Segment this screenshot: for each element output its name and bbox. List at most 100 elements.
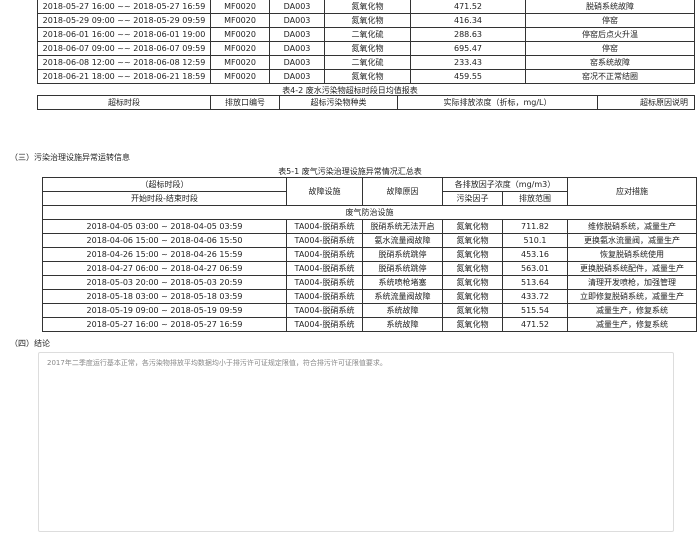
table-row: 2018-05-18 03:00 ~ 2018-05-18 03:59 TA004… [42,289,697,304]
table-cell: 系统流量阀故障 [362,289,443,304]
header-cell: 排放范围 [501,191,569,206]
table-cell: 二氧化硫 [324,27,411,42]
table-cell: 减量生产，修复系统 [567,303,697,318]
table-4-2: 超标时段 排放口编号 超标污染物种类 实际排放浓度（折标，mg/L） 超标原因说… [37,95,695,110]
table-4-1: 2018-05-27 16:00 ~~ 2018-05-27 16:59 MF00… [37,0,695,84]
table-cell: 氮氧化物 [324,41,411,56]
table-cell: 窑况不正常结圈 [525,69,695,84]
table-cell: 2018-04-06 15:00 ~ 2018-04-06 15:50 [42,233,287,248]
header-cell: 各排放因子浓度（mg/m3） [441,177,569,192]
header-cell: 超标原因说明 [597,95,695,110]
table-cell: 脱硝系统故障 [525,0,695,14]
table-cell: 433.72 [501,289,569,304]
table-cell: 416.34 [410,13,526,28]
section-4-heading: （四）结论 [10,339,50,348]
table-row: 2018-06-21 18:00 ~~ 2018-06-21 18:59 MF00… [37,69,695,84]
table-cell: 2018-06-08 12:00 ~~ 2018-06-08 12:59 [37,55,211,70]
table-cell: 2018-05-19 09:00 ~ 2018-05-19 09:59 [42,303,287,318]
table-cell: 695.47 [410,41,526,56]
conclusion-textbox[interactable]: 2017年二季度运行基本正常，各污染物排放平均数据均小于排污许可证规定限值，符合… [38,352,674,532]
table-cell: 515.54 [501,303,569,318]
table-cell: 563.01 [501,261,569,276]
table-cell: 氮氧化物 [324,69,411,84]
table-cell: 维修脱硝系统，减量生产 [567,219,697,234]
header-cell: 开始时段-结束时段 [42,191,287,206]
table-cell: MF0020 [210,0,270,14]
table-cell: 二氧化硫 [324,55,411,70]
table-cell: 脱硝系统无法开启 [362,219,443,234]
table-cell: 2018-04-27 06:00 ~ 2018-04-27 06:59 [42,261,287,276]
table-cell: 2018-06-01 16:00 ~~ 2018-06-01 19:00 [37,27,211,42]
table-cell: TA004-脱硝系统 [286,261,363,276]
table-header-row: （超标时段） 故障设施 故障原因 各排放因子浓度（mg/m3） 应对措施 [42,177,697,206]
table-cell: 453.16 [501,247,569,262]
table-cell: 2018-05-18 03:00 ~ 2018-05-18 03:59 [42,289,287,304]
table-cell: TA004-脱硝系统 [286,219,363,234]
table-cell: 氮氧化物 [442,233,503,248]
header-cell: 排放口编号 [210,95,280,110]
table-cell: 471.52 [410,0,526,14]
table-cell: 窑系统故障 [525,55,695,70]
table-4-2-caption: 表4-2 废水污染物超标时段日均值报表 [282,86,418,95]
table-cell: DA003 [269,13,325,28]
table-cell: DA003 [269,41,325,56]
table-cell: MF0020 [210,27,270,42]
table-row: 2018-05-29 09:00 ~~ 2018-05-29 09:59 MF00… [37,13,695,28]
table-cell: 停窑 [525,41,695,56]
table-cell: 2018-05-03 20:00 ~ 2018-05-03 20:59 [42,275,287,290]
header-cell: 应对措施 [567,177,697,206]
table-cell: 2018-04-05 03:00 ~ 2018-04-05 03:59 [42,219,287,234]
table-cell: 2018-05-27 16:00 ~~ 2018-05-27 16:59 [37,0,211,14]
table-row: 2018-06-08 12:00 ~~ 2018-06-08 12:59 MF00… [37,55,695,70]
table-cell: 减量生产，修复系统 [567,317,697,332]
table-cell: 氮氧化物 [442,289,503,304]
table-cell: 氮氧化物 [442,219,503,234]
table-cell: 脱硝系统跳停 [362,261,443,276]
table-cell: DA003 [269,69,325,84]
table-cell: 清理开发喷枪，加强管理 [567,275,697,290]
table-cell: 恢复脱硝系统使用 [567,247,697,262]
table-cell: 系统喷枪堵塞 [362,275,443,290]
table-cell: 更换脱硝系统配件，减量生产 [567,261,697,276]
table-row: 2018-04-26 15:00 ~ 2018-04-26 15:59 TA004… [42,247,697,262]
section-3-heading: （三）污染治理设施异常运转信息 [10,153,130,162]
table-cell: DA003 [269,0,325,14]
group-row: 废气防治设施 [42,205,697,220]
table-cell: MF0020 [210,69,270,84]
table-cell: 氮氧化物 [324,13,411,28]
table-cell: 510.1 [501,233,569,248]
header-cell: （超标时段） [42,177,287,192]
header-cell: 实际排放浓度（折标，mg/L） [397,95,598,110]
table-row: 2018-05-19 09:00 ~ 2018-05-19 09:59 TA004… [42,303,697,318]
table-cell: TA004-脱硝系统 [286,233,363,248]
table-cell: 2018-06-07 09:00 ~~ 2018-06-07 09:59 [37,41,211,56]
table-cell: 氮氧化物 [442,247,503,262]
table-cell: TA004-脱硝系统 [286,303,363,318]
table-cell: MF0020 [210,41,270,56]
table-cell: 氮氧化物 [442,275,503,290]
table-row: 2018-05-27 16:00 ~ 2018-05-27 16:59 TA004… [42,317,697,332]
table-5-1: （超标时段） 故障设施 故障原因 各排放因子浓度（mg/m3） 应对措施 开始时… [42,177,697,332]
table-cell: 2018-04-26 15:00 ~ 2018-04-26 15:59 [42,247,287,262]
group-cell: 废气防治设施 [42,205,697,220]
table-row: 2018-06-07 09:00 ~~ 2018-06-07 09:59 MF00… [37,41,695,56]
table-cell: 停窑后点火升温 [525,27,695,42]
table-cell: 2018-06-21 18:00 ~~ 2018-06-21 18:59 [37,69,211,84]
table-cell: 513.64 [501,275,569,290]
conclusion-text: 2017年二季度运行基本正常，各污染物排放平均数据均小于排污许可证规定限值，符合… [47,359,387,367]
table-cell: 288.63 [410,27,526,42]
table-cell: 471.52 [501,317,569,332]
table-row: 2018-06-01 16:00 ~~ 2018-06-01 19:00 MF00… [37,27,695,42]
table-cell: DA003 [269,27,325,42]
table-cell: 氨水流量阀故障 [362,233,443,248]
table-cell: MF0020 [210,13,270,28]
header-cell: 污染因子 [442,191,503,206]
table-5-1-caption: 表5-1 废气污染治理设施异常情况汇总表 [278,167,422,176]
table-cell: 氮氧化物 [442,317,503,332]
table-cell: TA004-脱硝系统 [286,317,363,332]
table-header-row: 超标时段 排放口编号 超标污染物种类 实际排放浓度（折标，mg/L） 超标原因说… [37,95,695,110]
table-cell: TA004-脱硝系统 [286,275,363,290]
table-cell: 氮氧化物 [442,303,503,318]
table-cell: 立即修复脱硝系统，减量生产 [567,289,697,304]
table-cell: 2018-05-29 09:00 ~~ 2018-05-29 09:59 [37,13,211,28]
